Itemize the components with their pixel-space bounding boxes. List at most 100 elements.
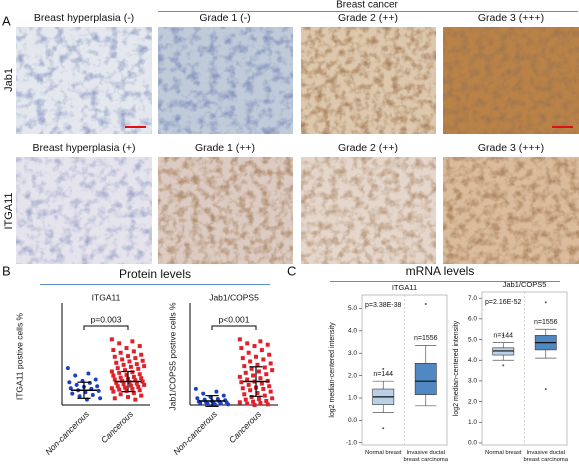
data-point: [248, 388, 253, 393]
y-tick-label: 5.0: [348, 305, 357, 312]
data-point: [136, 366, 141, 371]
column-label: Grade 1 (++): [195, 142, 255, 154]
data-point: [248, 359, 253, 364]
data-point: [90, 392, 95, 397]
data-point: [115, 384, 120, 389]
data-point: [134, 362, 139, 367]
y-axis-label: ITGA11 postive cells %: [14, 312, 24, 400]
n-label: n=144: [493, 332, 513, 339]
data-point: [126, 394, 130, 399]
n-label: n=1556: [414, 335, 438, 342]
y-axis-label: Jab1/COPS5 postive cells %: [167, 302, 177, 411]
data-point: [136, 384, 141, 389]
data-point: [259, 381, 264, 386]
x-tick-label: Non-cancerous: [43, 408, 91, 456]
data-point: [259, 348, 264, 353]
y-tick-label: 7.0: [468, 295, 477, 302]
p-value: p<0.001: [219, 314, 250, 324]
outlier: [544, 388, 547, 391]
outlier: [382, 427, 385, 430]
data-point: [237, 400, 242, 405]
data-point: [258, 339, 263, 344]
data-point: [249, 366, 254, 371]
data-point: [115, 366, 120, 371]
row-label: Jab1: [3, 68, 15, 92]
y-tick-label: 0.0: [348, 417, 357, 424]
y-tick-label: 3.0: [468, 378, 477, 385]
data-point: [109, 337, 114, 342]
x-tick-label: Invasive ductal breast carcinoma: [524, 450, 569, 463]
data-point: [261, 357, 266, 362]
data-point: [262, 365, 267, 370]
data-point: [139, 393, 144, 398]
data-point: [226, 402, 231, 407]
data-point: [117, 341, 122, 346]
column-label: Breast hyperplasia (+): [32, 142, 135, 154]
data-point: [256, 396, 261, 401]
y-tick-label: 1.0: [468, 419, 477, 426]
data-point: [86, 371, 91, 376]
data-point: [137, 344, 142, 349]
p-value: p=0.003: [91, 314, 122, 324]
data-point: [73, 373, 78, 378]
column-label: Grade 3 (+++): [478, 142, 544, 154]
data-point: [134, 381, 139, 386]
outlier: [544, 301, 547, 304]
data-point: [262, 393, 267, 398]
data-point: [117, 370, 122, 375]
data-point: [140, 379, 145, 384]
data-point: [74, 382, 79, 387]
box: [414, 362, 437, 395]
row-label: ITGA11: [3, 192, 15, 229]
p-value: p=2.16E-52: [485, 299, 521, 306]
data-point: [243, 370, 248, 375]
micrograph-texture: [16, 157, 152, 264]
x-tick-label: Cancerous: [99, 408, 136, 445]
data-point: [267, 384, 272, 389]
data-point: [242, 364, 247, 369]
data-point: [130, 339, 135, 344]
data-point: [239, 380, 244, 385]
data-point: [214, 389, 219, 394]
data-point: [111, 389, 116, 394]
data-point: [126, 354, 130, 359]
y-axis-label: log2 median-centered intensity: [453, 320, 460, 416]
data-point: [255, 390, 260, 395]
data-point: [114, 380, 119, 385]
column-label: Grade 2 (++): [338, 142, 398, 154]
data-point: [268, 389, 273, 394]
p-value: p=3.38E-38: [365, 302, 401, 309]
data-point: [252, 403, 257, 407]
data-point: [70, 391, 75, 396]
data-point: [261, 386, 266, 391]
data-point: [270, 368, 275, 373]
data-point: [98, 396, 103, 401]
data-point: [258, 400, 263, 405]
data-point: [123, 368, 128, 373]
x-tick-label: Non-cancerous: [171, 408, 219, 456]
data-point: [198, 400, 203, 405]
data-point: [121, 382, 126, 387]
data-point: [109, 386, 114, 391]
panel-label: B: [2, 263, 11, 278]
panel-title: mRNA levels: [406, 264, 475, 278]
data-point: [258, 376, 263, 381]
data-point: [254, 354, 258, 359]
data-point: [245, 341, 250, 346]
data-point: [142, 382, 147, 387]
significance-bracket: [211, 325, 257, 330]
data-point: [246, 350, 251, 355]
data-point: [131, 374, 136, 379]
data-point: [112, 377, 117, 382]
data-point: [77, 394, 82, 399]
data-point: [111, 348, 116, 353]
data-point: [195, 396, 200, 401]
data-point: [121, 362, 126, 367]
y-axis-label: log2 median-centered intensity: [329, 322, 336, 418]
micrograph-texture: [443, 157, 579, 264]
data-point: [265, 342, 270, 347]
outlier: [502, 364, 505, 367]
y-tick-label: 2.0: [468, 398, 477, 405]
data-point: [93, 377, 98, 382]
